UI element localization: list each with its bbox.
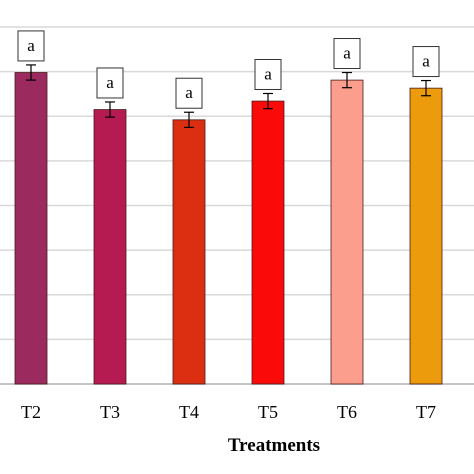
x-tick-label-t6: T6: [337, 402, 357, 422]
x-tick-label-t7: T7: [416, 402, 436, 422]
significance-box: [254, 58, 282, 90]
x-tick-labels: T2 T3 T4 T5 T6 T7: [21, 402, 436, 422]
bar-t4: [172, 119, 206, 385]
x-axis-title: Treatments: [228, 435, 320, 456]
significance-label: a: [264, 64, 272, 83]
significance-box: [333, 38, 361, 70]
significance-label: a: [422, 52, 430, 71]
x-tick-label-t2: T2: [21, 402, 41, 422]
bar-t6: [330, 79, 364, 385]
significance-box: [17, 30, 45, 62]
significance-labels: a a a a a a: [17, 30, 440, 109]
significance-box: [412, 46, 440, 78]
significance-label: a: [343, 44, 351, 63]
bars: [14, 72, 443, 385]
significance-label: a: [106, 73, 114, 92]
significance-label: a: [27, 36, 35, 55]
x-tick-label-t5: T5: [258, 402, 278, 422]
significance-box: [175, 77, 203, 109]
gridlines: [0, 26, 474, 385]
bar-t2: [14, 72, 48, 385]
x-tick-label-t4: T4: [179, 402, 199, 422]
error-bars: [26, 64, 431, 129]
significance-label: a: [185, 83, 193, 102]
bar-t3: [93, 109, 127, 385]
significance-box: [96, 67, 124, 99]
x-tick-label-t3: T3: [100, 402, 120, 422]
bar-t5: [251, 100, 285, 385]
bar-t7: [409, 87, 443, 385]
